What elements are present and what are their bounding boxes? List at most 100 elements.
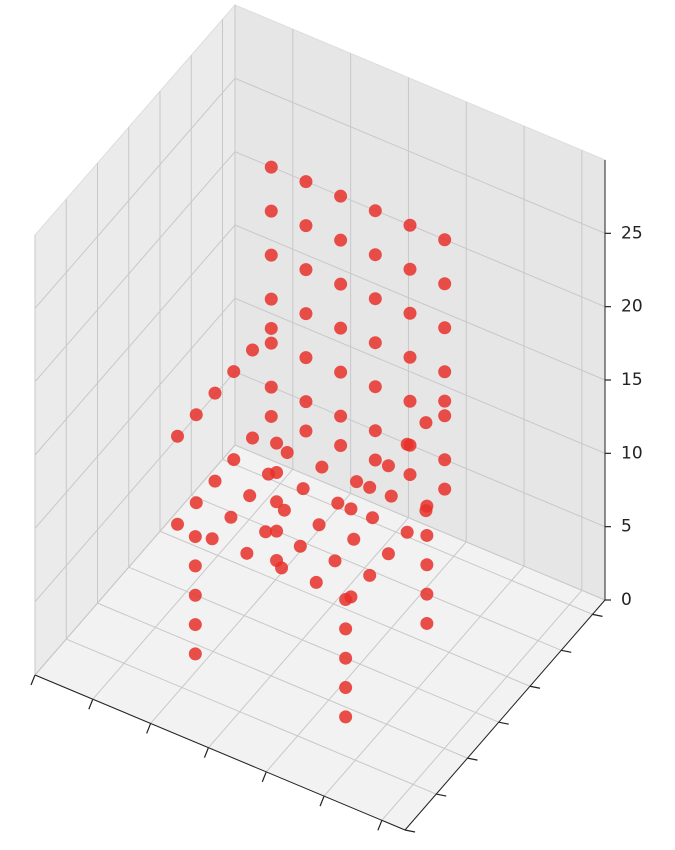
point: [438, 453, 451, 466]
point: [246, 344, 259, 357]
x-tick: [378, 820, 382, 830]
point: [262, 468, 275, 481]
point: [265, 381, 278, 394]
point: [438, 395, 451, 408]
point: [299, 351, 312, 364]
point: [278, 504, 291, 517]
point: [224, 511, 237, 524]
point: [265, 161, 278, 174]
point: [334, 322, 347, 335]
point: [209, 387, 222, 400]
point: [189, 530, 202, 543]
point: [347, 533, 360, 546]
point: [227, 365, 240, 378]
x-tick: [31, 675, 35, 685]
point: [206, 532, 219, 545]
y-tick: [468, 758, 478, 760]
point: [171, 518, 184, 531]
x-tick: [89, 699, 93, 709]
point: [189, 618, 202, 631]
point: [344, 590, 357, 603]
y-tick: [593, 614, 603, 616]
point: [334, 234, 347, 247]
point: [438, 409, 451, 422]
point: [265, 249, 278, 262]
point: [369, 454, 382, 467]
point: [369, 380, 382, 393]
point: [190, 408, 203, 421]
point: [329, 554, 342, 567]
point: [369, 248, 382, 261]
point: [339, 681, 352, 694]
point: [350, 475, 363, 488]
y-tick: [436, 794, 446, 796]
y-tick: [499, 722, 509, 724]
point: [363, 481, 376, 494]
point: [344, 502, 357, 515]
point: [265, 293, 278, 306]
point: [369, 292, 382, 305]
point: [420, 529, 433, 542]
point: [265, 322, 278, 335]
point: [404, 307, 417, 320]
point: [259, 525, 272, 538]
y-tick: [530, 686, 540, 688]
point: [265, 410, 278, 423]
point: [297, 482, 310, 495]
z-tick-label: 5: [621, 517, 632, 537]
point: [334, 278, 347, 291]
point: [404, 395, 417, 408]
point: [265, 205, 278, 218]
point: [209, 475, 222, 488]
point: [189, 589, 202, 602]
point: [243, 489, 256, 502]
point: [339, 652, 352, 665]
point: [339, 622, 352, 635]
point: [369, 424, 382, 437]
z-tick-label: 15: [621, 370, 643, 390]
point: [246, 432, 259, 445]
point: [420, 558, 433, 571]
point: [313, 518, 326, 531]
point: [190, 496, 203, 509]
point: [438, 321, 451, 334]
point: [438, 483, 451, 496]
point: [275, 561, 288, 574]
point: [299, 395, 312, 408]
point: [369, 336, 382, 349]
point: [438, 277, 451, 290]
point: [404, 219, 417, 232]
point: [171, 430, 184, 443]
z-tick-label: 25: [621, 223, 643, 243]
point: [227, 453, 240, 466]
point: [299, 307, 312, 320]
point: [438, 365, 451, 378]
point: [363, 569, 376, 582]
point: [189, 559, 202, 572]
z-tick-label: 0: [621, 590, 632, 610]
x-tick: [262, 772, 266, 782]
point: [299, 263, 312, 276]
y-tick: [561, 650, 571, 652]
z-tick-label: 10: [621, 443, 643, 463]
point: [438, 233, 451, 246]
point: [401, 438, 414, 451]
point: [334, 366, 347, 379]
point: [315, 461, 328, 474]
point: [366, 511, 379, 524]
point: [404, 263, 417, 276]
point: [404, 351, 417, 364]
y-tick: [405, 830, 415, 832]
point: [334, 410, 347, 423]
point: [401, 526, 414, 539]
point: [369, 204, 382, 217]
x-tick: [320, 796, 324, 806]
point: [240, 547, 253, 560]
point: [382, 459, 395, 472]
point: [299, 219, 312, 232]
point: [270, 437, 283, 450]
point: [334, 439, 347, 452]
point: [281, 446, 294, 459]
point: [299, 175, 312, 188]
point: [334, 190, 347, 203]
